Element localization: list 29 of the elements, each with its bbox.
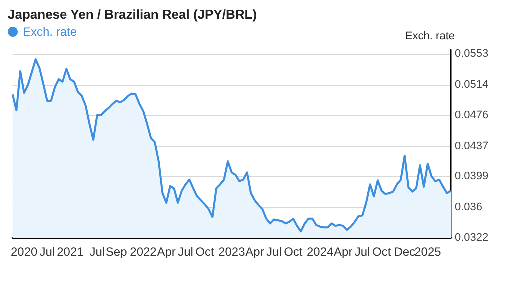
chart-title: Japanese Yen / Brazilian Real (JPY/BRL): [8, 7, 258, 22]
x-tick-label: Jul: [90, 245, 106, 259]
x-tick-label: 2022: [130, 245, 158, 259]
x-tick-label: Oct: [284, 245, 304, 259]
y-tick-label: 0.0322: [455, 232, 489, 244]
x-tick-label: Apr: [157, 245, 176, 259]
x-tick-label: Jul: [266, 245, 282, 259]
x-tick-label: Oct: [372, 245, 392, 259]
x-tick-label: Jul: [40, 245, 56, 259]
x-tick-label: 2021: [57, 245, 84, 259]
x-tick-label: Apr: [334, 245, 353, 259]
y-tick-label: 0.0514: [455, 79, 489, 92]
x-tick-label: 2020: [10, 245, 38, 259]
y-tick-label: 0.0476: [455, 109, 489, 122]
legend-label: Exch. rate: [23, 25, 78, 39]
y-tick-label: 0.036: [455, 202, 483, 214]
x-tick-label: 2024: [306, 245, 334, 259]
x-tick-label: 2023: [218, 245, 246, 259]
y-tick-label: 0.0399: [455, 170, 489, 183]
x-tick-label: Oct: [196, 245, 215, 259]
x-tick-label: 2025: [414, 245, 442, 259]
x-tick-label: Jul: [354, 245, 370, 259]
y-tick-label: 0.0553: [455, 48, 489, 60]
y-axis-title: Exch. rate: [405, 30, 455, 42]
x-tick-label: Sep: [106, 245, 128, 259]
y-tick-label: 0.0437: [455, 140, 489, 152]
x-tick-label: Dec: [394, 245, 416, 259]
x-tick-label: Jul: [178, 245, 194, 259]
x-tick-label: Apr: [246, 245, 264, 259]
